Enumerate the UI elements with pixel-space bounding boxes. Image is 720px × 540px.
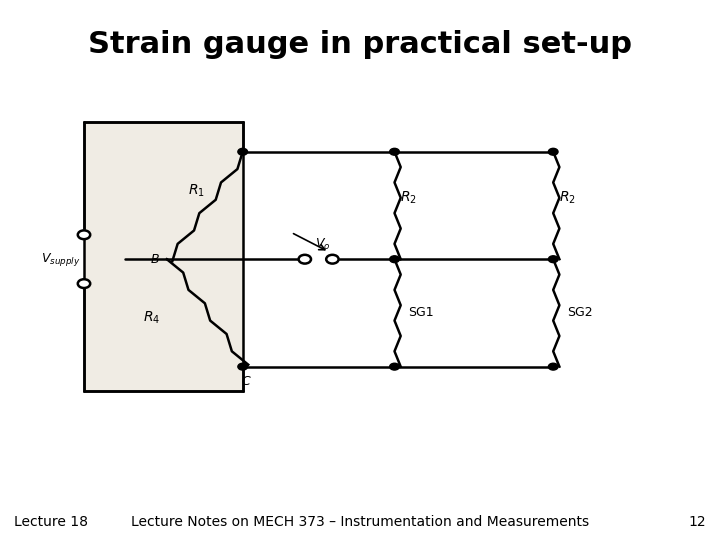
Text: $C$: $C$ xyxy=(240,375,251,388)
Text: $V_o$: $V_o$ xyxy=(315,237,330,252)
Circle shape xyxy=(238,363,248,370)
Circle shape xyxy=(78,279,90,288)
Text: $R_2$: $R_2$ xyxy=(559,190,575,206)
Text: $R_4$: $R_4$ xyxy=(143,309,160,326)
Circle shape xyxy=(390,256,400,262)
Text: SG1: SG1 xyxy=(408,306,434,320)
Text: $B$: $B$ xyxy=(150,253,160,266)
Text: Lecture 18: Lecture 18 xyxy=(14,515,89,529)
Circle shape xyxy=(549,148,558,155)
Text: SG2: SG2 xyxy=(567,306,593,320)
Text: Lecture Notes on MECH 373 – Instrumentation and Measurements: Lecture Notes on MECH 373 – Instrumentat… xyxy=(131,515,589,529)
Text: $V_{supply}$: $V_{supply}$ xyxy=(41,251,81,268)
Circle shape xyxy=(78,231,90,239)
FancyBboxPatch shape xyxy=(84,123,243,391)
Text: 12: 12 xyxy=(688,515,706,529)
Text: $R_1$: $R_1$ xyxy=(188,183,204,199)
Circle shape xyxy=(326,255,338,264)
Circle shape xyxy=(549,363,558,370)
Circle shape xyxy=(390,148,400,155)
Circle shape xyxy=(549,256,558,262)
Text: Strain gauge in practical set-up: Strain gauge in practical set-up xyxy=(88,30,632,59)
Text: $R_2$: $R_2$ xyxy=(400,190,417,206)
Circle shape xyxy=(299,255,311,264)
Circle shape xyxy=(238,148,248,155)
Circle shape xyxy=(390,363,400,370)
